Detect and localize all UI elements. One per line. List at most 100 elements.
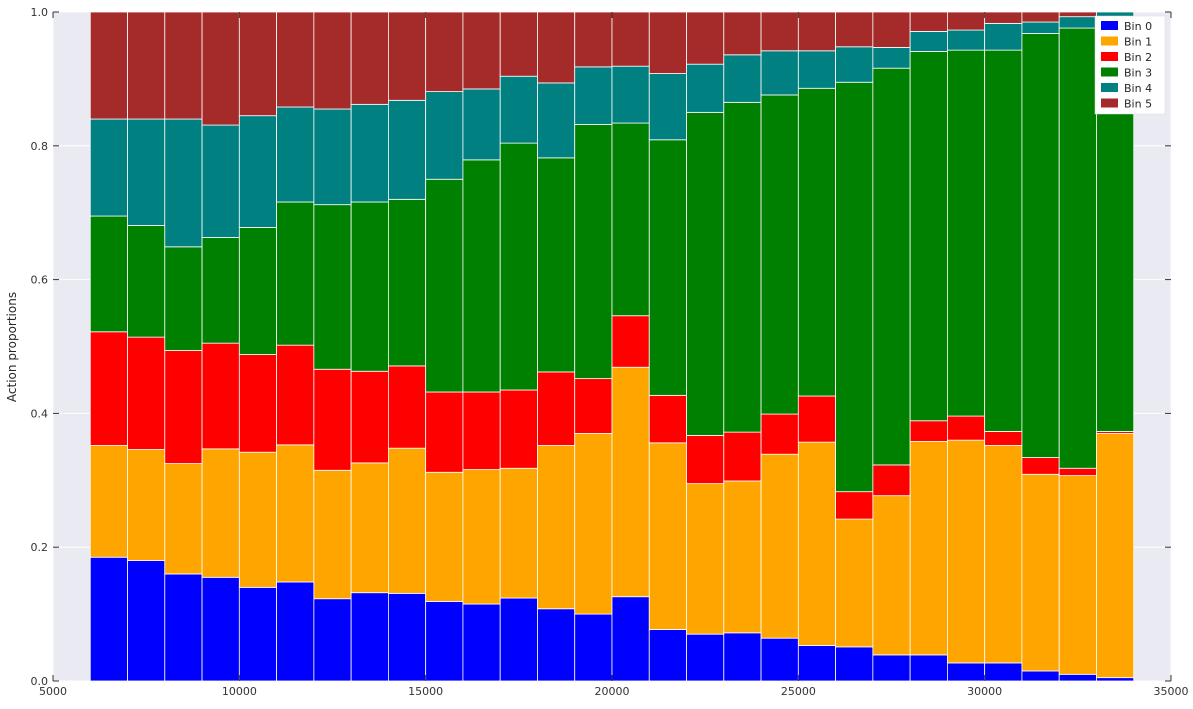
bar-segment-bin-0 bbox=[313, 598, 352, 682]
bar-segment-bin-1 bbox=[350, 462, 389, 594]
bar-segment-bin-3 bbox=[127, 225, 166, 338]
bar-segment-bin-0 bbox=[276, 581, 315, 682]
bar-segment-bin-0 bbox=[1096, 677, 1135, 682]
bar-segment-bin-1 bbox=[1058, 475, 1097, 675]
legend-label: Bin 5 bbox=[1124, 98, 1152, 111]
bar-segment-bin-1 bbox=[797, 441, 836, 646]
bar-segment-bin-0 bbox=[127, 560, 166, 682]
bar-segment-bin-2 bbox=[387, 365, 427, 449]
legend-swatch bbox=[1101, 83, 1118, 92]
bar-segment-bin-5 bbox=[1058, 11, 1097, 18]
bar-segment-bin-1 bbox=[835, 518, 874, 648]
bar-segment-bin-5 bbox=[611, 11, 650, 67]
bar-segment-bin-2 bbox=[872, 464, 911, 497]
bar-segment-bin-1 bbox=[1096, 433, 1135, 679]
bar-segment-bin-3 bbox=[350, 201, 389, 372]
bar-segment-bin-0 bbox=[1058, 673, 1097, 682]
bar-segment-bin-2 bbox=[462, 391, 501, 470]
bar-segment-bin-3 bbox=[797, 87, 836, 397]
bar-segment-bin-4 bbox=[760, 50, 799, 96]
bar-segment-bin-0 bbox=[201, 576, 240, 682]
bar-segment-bin-3 bbox=[462, 159, 501, 393]
bar-segment-bin-0 bbox=[686, 633, 725, 682]
bar-segment-bin-5 bbox=[276, 11, 315, 108]
y-tick-label: 0.6 bbox=[31, 274, 49, 287]
bar-segment-bin-2 bbox=[238, 354, 277, 453]
bar-segment-bin-2 bbox=[984, 431, 1023, 446]
bar-segment-bin-3 bbox=[89, 215, 128, 333]
legend-label: Bin 1 bbox=[1124, 36, 1152, 49]
bar-segment-bin-2 bbox=[760, 413, 799, 455]
bar-segment-bin-0 bbox=[499, 597, 538, 682]
bar-segment-bin-1 bbox=[611, 366, 650, 598]
bar-segment-bin-4 bbox=[947, 29, 986, 51]
bar-segment-bin-2 bbox=[835, 491, 874, 520]
bar-segment-bin-5 bbox=[947, 11, 986, 31]
bar-segment-bin-5 bbox=[425, 11, 464, 93]
bar-segment-bin-2 bbox=[1021, 457, 1060, 475]
bar-segment-bin-4 bbox=[537, 82, 576, 159]
bar-segment-bin-0 bbox=[425, 600, 464, 682]
bar-segment-bin-4 bbox=[127, 118, 166, 226]
bar-segment-bin-1 bbox=[686, 483, 725, 635]
bar-segment-bin-0 bbox=[723, 632, 762, 682]
bar-segment-bin-3 bbox=[201, 237, 240, 344]
bar-segment-bin-2 bbox=[425, 391, 464, 473]
legend: Bin 0 Bin 1 Bin 2 Bin 3 Bin 4 Bin 5 bbox=[1094, 15, 1166, 115]
bar-segment-bin-0 bbox=[611, 596, 650, 682]
x-tick-label: 20000 bbox=[595, 685, 630, 698]
bar-segment-bin-5 bbox=[723, 11, 762, 56]
bar-segment-bin-4 bbox=[909, 31, 948, 52]
bar-segment-bin-3 bbox=[947, 49, 986, 417]
bar-segment-bin-3 bbox=[276, 201, 315, 346]
legend-swatch bbox=[1101, 21, 1118, 30]
legend-swatch bbox=[1101, 98, 1118, 108]
bar-segment-bin-4 bbox=[313, 108, 352, 206]
bar-segment-bin-1 bbox=[1021, 473, 1060, 672]
bar-segment-bin-4 bbox=[238, 115, 277, 228]
bar-segment-bin-3 bbox=[313, 204, 352, 370]
x-tick-label: 5000 bbox=[39, 685, 67, 698]
bar-segment-bin-3 bbox=[611, 122, 650, 317]
bar-segment-bin-2 bbox=[723, 431, 762, 482]
bar-segment-bin-0 bbox=[350, 592, 389, 682]
bar-segment-bin-2 bbox=[947, 415, 986, 441]
bar-segment-bin-4 bbox=[89, 118, 128, 217]
axes bbox=[52, 11, 1172, 682]
legend-label: Bin 4 bbox=[1124, 82, 1152, 95]
bar-segment-bin-1 bbox=[537, 445, 576, 610]
x-tick-label: 30000 bbox=[967, 685, 1002, 698]
bar-segment-bin-0 bbox=[164, 573, 203, 682]
legend-box bbox=[1094, 15, 1166, 115]
bar-segment-bin-1 bbox=[872, 495, 911, 656]
bar-segment-bin-5 bbox=[760, 11, 799, 52]
bar-segment-bin-0 bbox=[1021, 670, 1060, 682]
bar-segment-bin-1 bbox=[164, 463, 203, 575]
bar-segment-bin-4 bbox=[1058, 16, 1097, 29]
bar-segment-bin-2 bbox=[89, 331, 128, 446]
bar-segment-bin-0 bbox=[835, 646, 874, 682]
bar-segment-bin-3 bbox=[238, 227, 277, 355]
legend-swatch bbox=[1101, 67, 1118, 77]
bar-segment-bin-0 bbox=[872, 654, 911, 682]
bar-segment-bin-3 bbox=[686, 111, 725, 436]
legend-label: Bin 0 bbox=[1124, 20, 1152, 33]
y-tick-label: 0.0 bbox=[31, 675, 49, 688]
bar-segment-bin-1 bbox=[574, 433, 613, 615]
legend-label: Bin 2 bbox=[1124, 51, 1152, 64]
bar-segment-bin-2 bbox=[313, 368, 352, 471]
bar-segment-bin-3 bbox=[164, 246, 203, 351]
x-tick-label: 35000 bbox=[1154, 685, 1189, 698]
bar-segment-bin-4 bbox=[723, 54, 762, 103]
bar-segment-bin-2 bbox=[797, 395, 836, 443]
bar-segment-bin-4 bbox=[499, 75, 538, 144]
bar-segment-bin-2 bbox=[350, 370, 389, 464]
bar-segment-bin-4 bbox=[164, 118, 203, 248]
bar-segment-bin-3 bbox=[835, 81, 874, 493]
bar-segment-bin-1 bbox=[387, 447, 427, 594]
bar-segment-bin-3 bbox=[499, 142, 538, 391]
bar-segment-bin-2 bbox=[574, 378, 613, 434]
bar-segment-bin-4 bbox=[276, 106, 315, 203]
bar-segment-bin-3 bbox=[984, 49, 1023, 432]
y-tick-label: 1.0 bbox=[31, 6, 49, 19]
